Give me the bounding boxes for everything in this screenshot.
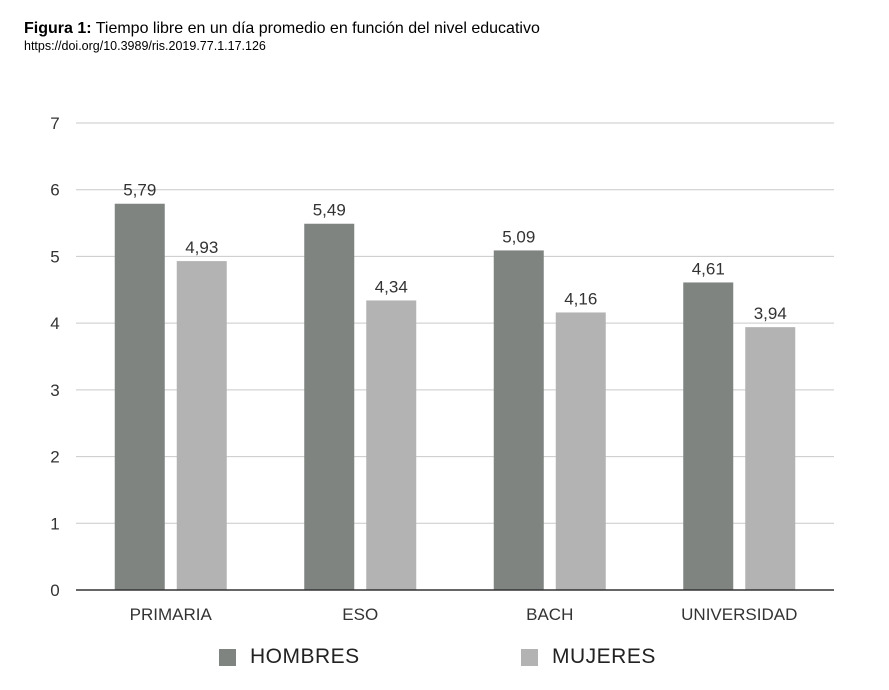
bars	[114, 203, 796, 590]
legend: HOMBRES MUJERES	[0, 645, 889, 673]
y-tick-label: 4	[50, 314, 59, 333]
bar-hombres-universidad	[683, 282, 734, 590]
bar-mujeres-universidad	[745, 327, 796, 590]
figure-title-text: Tiempo libre en un día promedio en funci…	[95, 20, 540, 37]
bar-hombres-primaria	[114, 203, 165, 590]
y-tick-label: 2	[50, 448, 59, 467]
bar-hombres-eso	[304, 223, 355, 590]
bar-value-label: 4,61	[692, 259, 725, 278]
legend-label-mujeres: MUJERES	[552, 645, 656, 668]
y-tick-label: 1	[50, 514, 59, 533]
bar-value-label: 5,79	[123, 181, 156, 200]
legend-item-hombres: HOMBRES	[219, 645, 360, 669]
bar-value-label: 4,93	[185, 238, 218, 257]
x-axis-ticks: PRIMARIA ESO BACH UNIVERSIDAD	[130, 605, 798, 624]
y-axis-ticks: 0 1 2 3 4 5 6 7	[50, 114, 59, 600]
bar-value-label: 4,16	[564, 289, 597, 308]
figure-title: Figura 1: Tiempo libre en un día promedi…	[24, 19, 540, 38]
bar-value-label: 5,49	[313, 201, 346, 220]
y-tick-label: 3	[50, 381, 59, 400]
bar-mujeres-eso	[366, 300, 417, 590]
bar-value-labels: 5,79 4,93 5,49 4,34 5,09 4,16 4,61 3,94	[123, 181, 787, 323]
x-tick-label: ESO	[342, 605, 378, 624]
y-tick-label: 0	[50, 581, 59, 600]
legend-label-hombres: HOMBRES	[250, 645, 360, 668]
x-tick-label: BACH	[526, 605, 573, 624]
y-tick-label: 7	[50, 114, 59, 133]
y-tick-label: 5	[50, 247, 59, 266]
bar-mujeres-bach	[555, 312, 606, 590]
legend-item-mujeres: MUJERES	[521, 645, 656, 669]
bar-value-label: 5,09	[502, 227, 535, 246]
bar-value-label: 4,34	[375, 277, 408, 296]
x-tick-label: UNIVERSIDAD	[681, 605, 797, 624]
x-tick-label: PRIMARIA	[130, 605, 213, 624]
bar-mujeres-primaria	[176, 261, 227, 590]
legend-swatch-mujeres	[521, 648, 538, 666]
bar-chart: 0 1 2 3 4 5 6 7 5,79 4,93 5,49 4,34 5,09 4,16 4,61 3,9…	[50, 114, 834, 624]
bar-hombres-bach	[493, 250, 544, 590]
bar-value-label: 3,94	[754, 304, 787, 323]
figure-label: Figura 1:	[24, 20, 92, 37]
legend-swatch-hombres	[219, 648, 236, 666]
y-tick-label: 6	[50, 181, 59, 200]
figure-doi: https://doi.org/10.3989/ris.2019.77.1.17…	[24, 39, 266, 53]
